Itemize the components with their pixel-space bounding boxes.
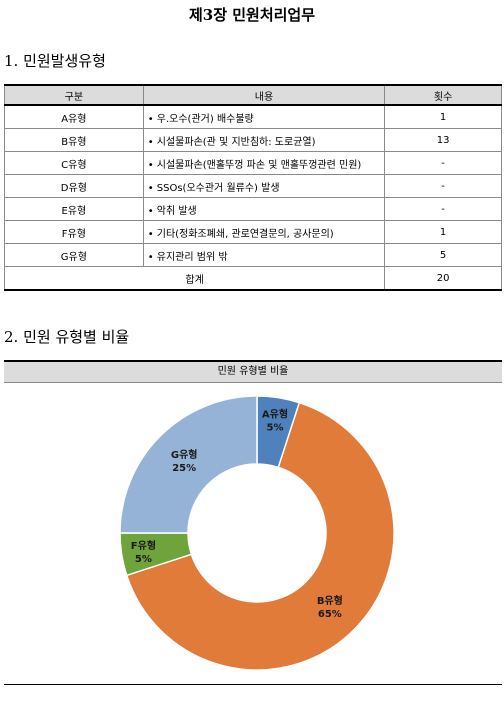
content-cell: 기타(정화조폐쇄, 관로연결문의, 공사문의) [142, 220, 386, 244]
type-cell: F유형 [4, 220, 144, 244]
count-cell: - [384, 174, 502, 198]
type-cell: D유형 [4, 174, 144, 198]
table-row: F유형 기타(정화조폐쇄, 관로연결문의, 공사문의) 1 [4, 220, 502, 244]
column-header-count: 횟수 [384, 84, 502, 106]
complaint-type-table: 구분 내용 횟수 A유형 우.오수(관거) 배수불량 1 B유형 시설물파손(관… [3, 84, 502, 291]
table-row: G유형 유지관리 범위 밖 5 [4, 243, 502, 267]
column-header-type: 구분 [4, 84, 144, 106]
total-label: 합계 [3, 266, 386, 291]
section-heading-complaint-types: 1. 민원발생유형 [4, 52, 106, 70]
count-cell: - [384, 151, 502, 175]
donut-slice-G유형 [119, 395, 258, 534]
table-row: D유형 SSOs(오수관거 월류수) 발생 - [4, 174, 502, 198]
content-cell: SSOs(오수관거 월류수) 발생 [142, 174, 386, 198]
slice-label-F유형: F유형 5% [131, 539, 156, 565]
slice-label-B유형: B유형 65% [317, 594, 343, 620]
donut-chart-svg: A유형 5% B유형 65% F유형 5% G유형 25% [119, 395, 395, 671]
type-cell: B유형 [4, 128, 144, 152]
type-cell: A유형 [4, 104, 144, 129]
count-cell: 1 [384, 220, 502, 244]
complaint-ratio-donut-chart: A유형 5% B유형 65% F유형 5% G유형 25% [4, 383, 502, 683]
section-heading-complaint-ratio: 2. 민원 유형별 비율 [4, 328, 130, 346]
table-row: B유형 시설물파손(관 및 지반침하: 도로균열) 13 [4, 128, 502, 152]
table-row: A유형 우.오수(관거) 배수불량 1 [4, 104, 502, 129]
table-row: C유형 시설물파손(맨홀뚜껑 파손 및 맨홀뚜껑관련 민원) - [4, 151, 502, 175]
content-cell: 시설물파손(맨홀뚜껑 파손 및 맨홀뚜껑관련 민원) [142, 151, 386, 175]
content-cell: 우.오수(관거) 배수불량 [142, 104, 386, 129]
content-cell: 시설물파손(관 및 지반침하: 도로균열) [142, 128, 386, 152]
page-title: 제3장 민원처리업무 [188, 6, 316, 24]
content-cell: 악취 발생 [142, 197, 386, 221]
chart-title: 민원 유형별 비율 [4, 360, 502, 383]
type-cell: G유형 [4, 243, 144, 267]
total-value: 20 [384, 266, 502, 291]
type-cell: C유형 [4, 151, 144, 175]
count-cell: 1 [384, 104, 502, 129]
count-cell: 13 [384, 128, 502, 152]
table-row: E유형 악취 발생 - [4, 197, 502, 221]
content-cell: 유지관리 범위 밖 [142, 243, 386, 267]
table-header-row: 구분 내용 횟수 [4, 84, 502, 106]
slice-label-A유형: A유형 5% [262, 407, 288, 433]
slice-label-G유형: G유형 25% [171, 448, 198, 474]
count-cell: - [384, 197, 502, 221]
count-cell: 5 [384, 243, 502, 267]
column-header-content: 내용 [142, 84, 386, 106]
total-row: 합계 20 [3, 266, 502, 291]
donut-slice-B유형 [125, 401, 395, 671]
type-cell: E유형 [4, 197, 144, 221]
bottom-rule [4, 684, 502, 685]
